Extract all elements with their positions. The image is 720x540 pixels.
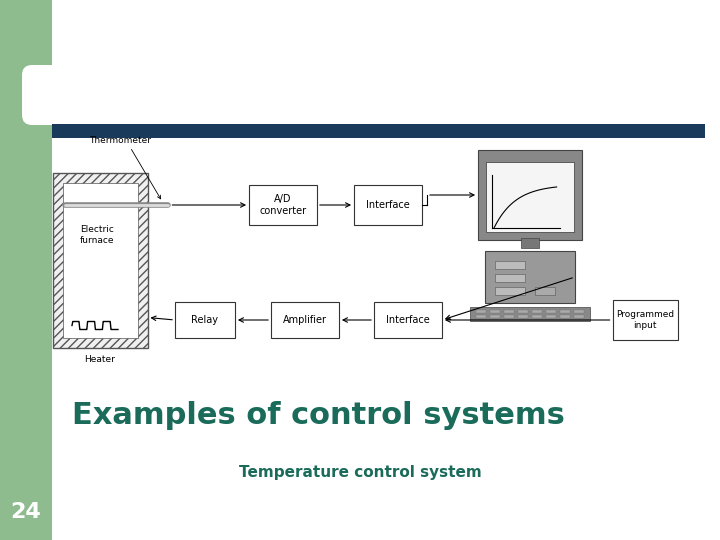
Text: Thermometer: Thermometer [89,136,151,145]
Text: Interface: Interface [386,315,430,325]
Bar [0,0,165,95]
Bar [560,314,570,318]
Bar [546,309,556,313]
Bar [175,302,235,338]
Bar [476,309,486,313]
Bar [495,261,525,269]
Bar [560,309,570,313]
Text: A/D
converter: A/D converter [259,194,307,216]
Bar [374,302,442,338]
Text: 24: 24 [11,502,41,522]
Bar [535,287,555,295]
Text: Heater: Heater [84,355,115,364]
Text: Programmed
input: Programmed input [616,310,674,330]
Text: Relay: Relay [192,315,218,325]
Text: Electric
furnace: Electric furnace [80,225,114,245]
Bar [271,302,339,338]
Bar [518,314,528,318]
Text: Temperature control system: Temperature control system [238,464,482,480]
Bar [53,172,148,348]
Bar [476,314,486,318]
Bar [249,185,317,225]
Bar [532,314,542,318]
Bar [518,309,528,313]
Bar [574,314,584,318]
Bar [486,162,574,232]
Bar [63,183,138,338]
Bar [470,307,590,321]
Bar [354,185,422,225]
Bar [478,150,582,240]
Bar [485,251,575,303]
Bar [532,309,542,313]
Text: Examples of control systems: Examples of control systems [72,401,565,430]
Bar [495,287,525,295]
Bar [52,124,705,138]
Bar [490,314,500,318]
Bar [521,238,539,248]
Bar [546,314,556,318]
Bar [504,314,514,318]
FancyBboxPatch shape [52,0,720,540]
Bar [490,309,500,313]
Bar [495,274,525,282]
Bar [613,300,678,340]
Bar [574,309,584,313]
Bar [0,0,52,540]
Text: Amplifier: Amplifier [283,315,327,325]
FancyBboxPatch shape [22,65,82,125]
Bar [504,309,514,313]
Text: Interface: Interface [366,200,410,210]
